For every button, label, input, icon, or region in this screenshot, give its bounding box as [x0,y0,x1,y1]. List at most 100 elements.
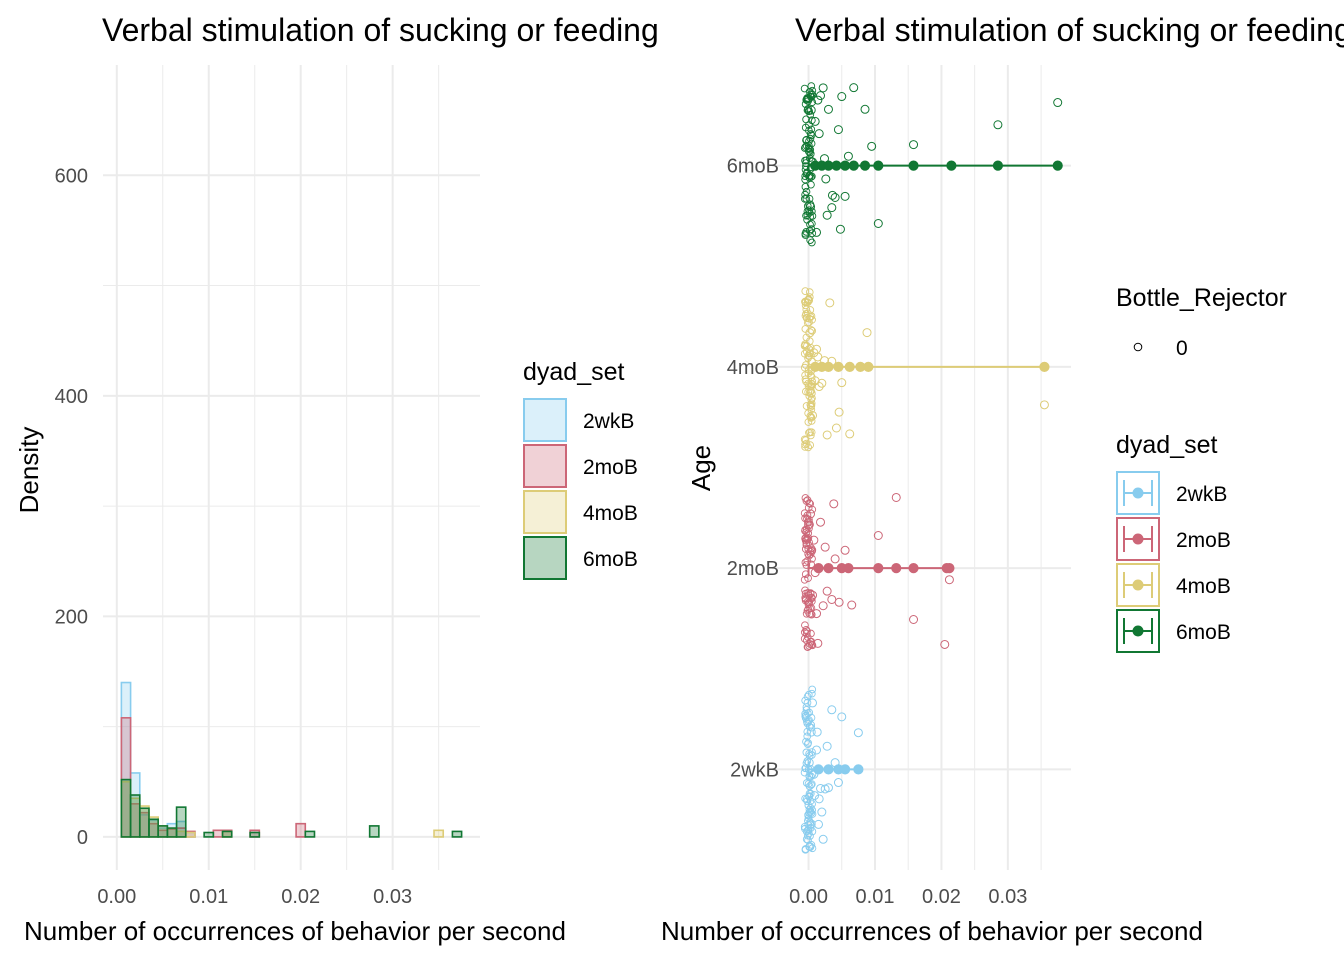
histogram-bar-2moB [212,829,224,838]
scatter-jitter-point [808,326,816,335]
histogram-legend-label-4moB: 4moB [583,502,638,525]
histogram-bar-6moB [221,830,233,838]
scatter-jitter-point [805,141,813,150]
scatter-jitter-point [805,318,813,327]
scatter-jitter-point [818,83,828,93]
scatter-jitter-point [801,229,810,238]
scatter-jitter-point [822,741,832,751]
scatter-jitter-point [813,95,823,105]
histogram-bar-6moB [368,825,380,838]
scatter-jitter-point [807,593,816,602]
scatter-jitter-point [830,192,840,202]
dyad-set-legend-key-point [1132,579,1144,591]
scatter-summary-point [873,563,884,574]
histogram-legend-key-6moB [523,536,567,580]
scatter-jitter-point [833,125,843,135]
scatter-jitter-point [807,219,816,228]
scatter-jitter-point [1039,400,1049,410]
scatter-jitter-point [837,712,847,722]
scatter-jitter-point [808,806,817,814]
scatter-jitter-point [803,606,812,615]
scatter-jitter-point [803,211,812,220]
scatter-jitter-point [816,91,826,101]
histogram-legend: dyad_set 2wkB 2moB 4moB 6moB [523,358,638,580]
dyad-set-legend-label-6moB: 6moB [1176,621,1231,644]
scatter-jitter-point [803,709,812,718]
scatter-jitter-point [807,82,816,90]
scatter-jitter-point [837,92,847,102]
scatter-jitter-point [800,575,809,584]
scatter-jitter-point [849,83,859,93]
scatter-jitter-point [853,728,863,738]
scatter-jitter-point [810,116,820,126]
histogram-y-axis-title: Density [14,427,44,514]
scatter-jitter-point [802,187,811,196]
scatter-jitter-point [801,287,810,295]
scatter-summary-point [823,563,834,574]
scatter-x-axis-title: Number of occurrences of behavior per se… [661,916,1203,946]
scatter-jitter-point [803,692,812,701]
scatter-jitter-point [873,219,883,229]
histogram-y-tick-label: 400 [55,386,88,408]
scatter-jitter-point [802,115,810,124]
scatter-summary-point [946,160,957,171]
scatter-summary-point [844,361,855,372]
dyad-set-legend: dyad_set 2wkB 2moB 4moB 6moB [1116,431,1231,653]
scatter-jitter-point [806,509,816,519]
scatter-y-ticks: 2wkB 2moB 4moB 6moB [727,156,779,782]
scatter-jitter-point [807,90,816,98]
scatter-jitter-point [807,401,816,410]
histogram-x-tick-label: 0.03 [373,886,412,908]
histogram-bar-4moB [433,829,445,838]
scatter-jitter-point [810,791,820,801]
scatter-jitter-point [801,436,810,445]
scatter-jitter-point [873,531,883,541]
scatter-title: Verbal stimulation of sucking or feeding [795,12,1344,48]
scatter-summary-point [992,160,1004,171]
scatter-jitter-point [800,509,809,518]
dyad-set-legend-label-2moB: 2moB [1176,529,1231,552]
dyad-set-legend-key-point [1132,625,1144,637]
scatter-jitter-point [830,554,840,564]
scatter-series-4moB [800,287,1050,452]
histogram-panel: 0.00 0.01 0.02 0.03 0 200 400 600 Verbal stimu… [14,12,659,946]
histogram-y-tick-label: 600 [55,165,88,187]
scatter-jitter-point [814,819,824,829]
histogram-bar-6moB [249,831,261,838]
scatter-jitter-point [807,395,816,404]
dyad-set-legend-label-2wkB: 2wkB [1176,483,1227,506]
scatter-series-6moB [800,82,1063,247]
histogram-gridlines [103,65,480,870]
scatter-jitter-point [834,407,844,417]
bottle-rejector-legend-title: Bottle_Rejector [1116,284,1287,312]
scatter-jitter-point [807,637,816,646]
scatter-jitter-point [805,842,815,852]
scatter-jitter-point [807,780,816,788]
scatter-jitter-point [862,328,872,338]
scatter-jitter-point [909,140,919,150]
scatter-x-ticks: 0.00 0.01 0.02 0.03 [789,886,1027,908]
scatter-y-tick-label: 2wkB [730,759,779,781]
scatter-jitter-point [821,174,831,184]
scatter-jitter-point [805,392,814,400]
scatter-jitter-point [806,388,816,398]
scatter-jitter-point [816,783,826,793]
histogram-legend-title: dyad_set [523,358,625,386]
scatter-jitter-point [825,298,835,308]
scatter-jitter-point [806,388,814,396]
scatter-jitter-point [803,633,812,641]
scatter-jitter-point [817,378,827,388]
histogram-title: Verbal stimulation of sucking or feeding [102,12,659,48]
scatter-jitter-point [940,639,950,649]
histogram-bar-2moB [295,822,307,838]
scatter-jitter-point [810,376,820,386]
scatter-jitter-point [840,191,850,201]
scatter-jitter-point [806,727,816,737]
scatter-jitter-point [820,542,830,552]
scatter-jitter-point [837,378,847,388]
scatter-jitter-point [822,586,832,596]
scatter-jitter-point [801,494,810,502]
scatter-jitter-point [813,638,823,648]
scatter-x-tick-label: 0.01 [856,886,895,908]
scatter-jitter-point [806,808,815,816]
